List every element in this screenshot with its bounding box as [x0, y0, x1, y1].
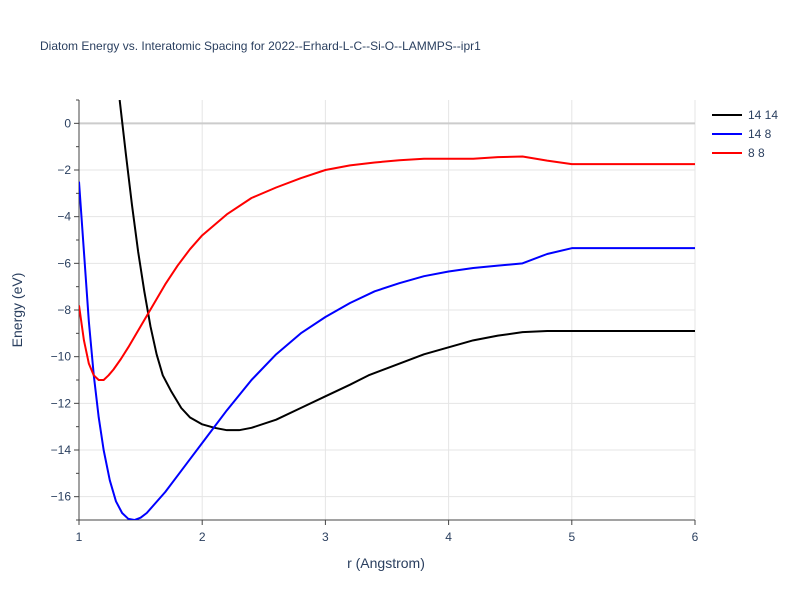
x-tick-label: 5: [568, 530, 575, 544]
legend-item[interactable]: 14 8: [712, 127, 772, 141]
series-lines: [79, 100, 695, 520]
x-tick-label: 2: [199, 530, 206, 544]
y-tick-label: −16: [51, 490, 72, 504]
legend-item[interactable]: 14 14: [712, 108, 778, 122]
y-axis-title: Energy (eV): [9, 273, 25, 348]
y-tick-label: −4: [57, 210, 71, 224]
x-tick-label: 1: [76, 530, 83, 544]
legend[interactable]: 14 14 14 8 8 8: [712, 108, 778, 160]
y-axis-ticks: 0 −2 −4 −6 −8 −10 −12 −14 −16: [51, 99, 79, 521]
legend-label: 8 8: [748, 146, 765, 160]
legend-label: 14 14: [748, 108, 778, 122]
y-tick-label: −14: [51, 443, 72, 457]
grid: [79, 100, 696, 520]
y-tick-label: 0: [64, 116, 71, 130]
y-tick-label: −8: [57, 303, 71, 317]
x-tick-label: 4: [445, 530, 452, 544]
series-line-14-8: [79, 181, 695, 520]
series-line-14-14: [118, 100, 695, 432]
x-axis-title: r (Angstrom): [347, 555, 425, 571]
x-axis-ticks: 1 2 3 4 5 6: [76, 520, 699, 544]
legend-label: 14 8: [748, 127, 772, 141]
series-line-8-8: [79, 155, 695, 381]
chart-title: Diatom Energy vs. Interatomic Spacing fo…: [40, 39, 481, 53]
y-tick-label: −12: [51, 396, 72, 410]
x-tick-label: 6: [692, 530, 699, 544]
x-tick-label: 3: [322, 530, 329, 544]
y-tick-label: −10: [51, 350, 72, 364]
y-tick-label: −2: [57, 163, 71, 177]
y-tick-label: −6: [57, 256, 71, 270]
legend-item[interactable]: 8 8: [712, 146, 765, 160]
